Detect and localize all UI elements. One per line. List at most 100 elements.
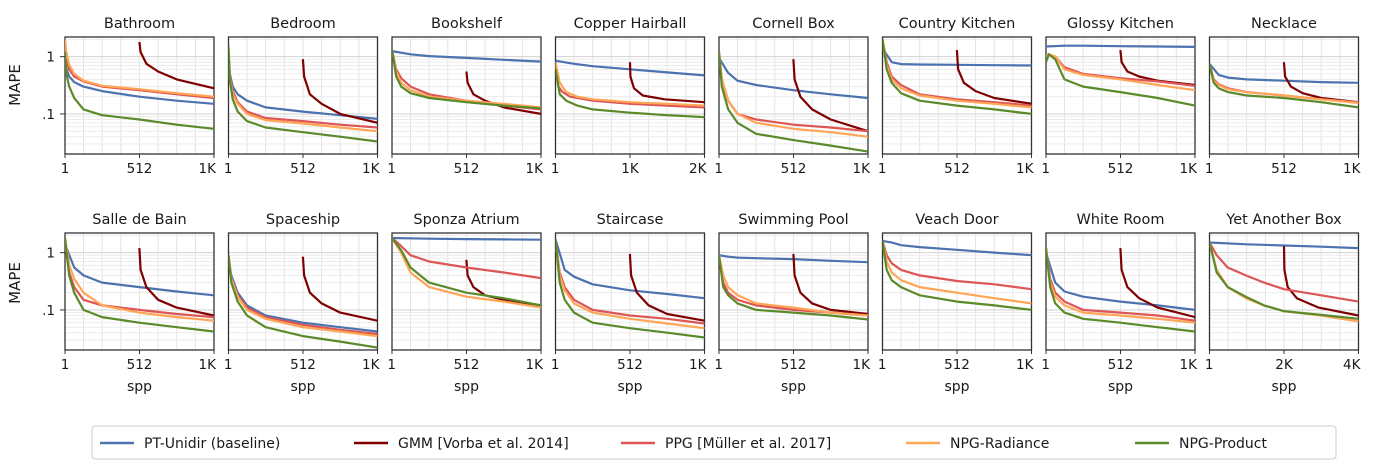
series-line-pt-unidir-baseline xyxy=(65,56,214,105)
series-line-npg-product xyxy=(1209,242,1359,320)
series-line-gmm-vorba-et-al-2014 xyxy=(792,59,868,133)
panel-staircase: Staircase 1 512 1K spp xyxy=(551,212,708,395)
series-line-gmm-vorba-et-al-2014 xyxy=(955,50,1032,105)
x-tick-label: 1 xyxy=(878,357,887,373)
series-line-pt-unidir-baseline xyxy=(1046,44,1195,48)
panel-glossy-kitchen: Glossy Kitchen 1 512 1K xyxy=(1041,16,1198,177)
series-line-gmm-vorba-et-al-2014 xyxy=(465,259,541,307)
series-line-npg-radiance xyxy=(719,51,868,138)
series-line-pt-unidir-baseline xyxy=(882,239,1032,257)
x-tick-label: 1 xyxy=(61,161,70,177)
legend-item-pt-unidir-baseline: PT-Unidir (baseline) xyxy=(100,436,280,452)
x-tick-label: 2K xyxy=(1275,357,1294,373)
x-axis-label: spp xyxy=(127,379,152,395)
series-line-npg-product xyxy=(228,46,378,143)
y-axis-label-bottom: MAPE xyxy=(6,262,24,304)
panel-title: White Room xyxy=(1076,212,1164,228)
x-axis-label: spp xyxy=(781,379,806,395)
series-line-gmm-vorba-et-al-2014 xyxy=(1119,248,1195,319)
series-line-gmm-vorba-et-al-2014 xyxy=(792,253,868,316)
x-tick-label: 1 xyxy=(551,357,560,373)
series-line-npg-product xyxy=(719,255,868,321)
series-line-npg-radiance xyxy=(65,39,214,98)
panel-swimming-pool: Swimming Pool 1 512 1K spp xyxy=(714,212,871,395)
series-line-gmm-vorba-et-al-2014 xyxy=(465,71,541,115)
x-tick-label: 1K xyxy=(853,161,872,177)
series-line-npg-radiance xyxy=(228,255,378,338)
series-line-npg-product xyxy=(228,255,378,349)
series-line-gmm-vorba-et-al-2014 xyxy=(301,59,378,124)
x-tick-label: 1 xyxy=(551,161,560,177)
x-tick-label: 512 xyxy=(127,357,153,373)
x-tick-label: 512 xyxy=(127,161,153,177)
x-tick-label: 512 xyxy=(454,161,480,177)
series-line-ppg-m-ller-et-al-2017 xyxy=(882,240,1032,291)
panel-title: Staircase xyxy=(597,212,664,228)
series-line-npg-product xyxy=(392,237,541,307)
x-tick-label: 1K xyxy=(621,161,640,177)
legend-label: GMM [Vorba et al. 2014] xyxy=(398,436,569,452)
panel-title: Cornell Box xyxy=(752,16,835,32)
x-tick-label: 1 xyxy=(387,161,396,177)
y-tick-label: .1 xyxy=(42,303,55,319)
panel-title: Veach Door xyxy=(915,212,998,228)
panel-title: Bookshelf xyxy=(431,16,503,32)
legend-item-npg-radiance: NPG-Radiance xyxy=(906,436,1049,452)
series-line-npg-product xyxy=(882,39,1032,115)
series-line-pt-unidir-baseline xyxy=(65,243,214,297)
x-tick-label: 1K xyxy=(1343,161,1362,177)
x-tick-label: 1 xyxy=(878,161,887,177)
series-line-pt-unidir-baseline xyxy=(392,236,541,241)
y-axis-label-top: MAPE xyxy=(6,64,24,106)
x-tick-label: 1K xyxy=(199,357,218,373)
x-tick-label: 1 xyxy=(714,357,723,373)
series-line-npg-product xyxy=(65,52,214,130)
x-axis-label: spp xyxy=(944,379,969,395)
x-tick-label: 1 xyxy=(224,161,233,177)
x-tick-label: 1 xyxy=(387,357,396,373)
x-tick-label: 1K xyxy=(526,161,545,177)
panel-title: Yet Another Box xyxy=(1225,212,1342,228)
series-line-npg-radiance xyxy=(555,239,705,330)
legend-frame xyxy=(91,425,1337,460)
series-line-pt-unidir-baseline xyxy=(1046,252,1195,311)
panel-country-kitchen: Country Kitchen 1 512 1K xyxy=(878,16,1035,177)
panel-bookshelf: Bookshelf 1 512 1K xyxy=(387,16,544,177)
x-tick-label: 1K xyxy=(199,161,218,177)
panel-white-room: White Room 1 512 1K spp xyxy=(1041,212,1198,395)
x-axis-label: spp xyxy=(1108,379,1133,395)
panel-title: Country Kitchen xyxy=(899,16,1016,32)
panel-title: Glossy Kitchen xyxy=(1067,16,1174,32)
series-line-pt-unidir-baseline xyxy=(719,254,868,264)
series-line-npg-product xyxy=(1046,53,1195,107)
legend-item-npg-product: NPG-Product xyxy=(1135,436,1267,452)
x-axis-label: spp xyxy=(1271,379,1296,395)
series-line-npg-radiance xyxy=(1209,63,1359,105)
series-line-pt-unidir-baseline xyxy=(228,258,378,333)
series-line-npg-product xyxy=(555,239,705,339)
x-tick-label: 512 xyxy=(617,357,643,373)
x-tick-label: 512 xyxy=(944,161,970,177)
legend-label: NPG-Radiance xyxy=(950,436,1049,452)
x-tick-label: 1 xyxy=(1205,357,1214,373)
x-tick-label: 1K xyxy=(853,357,872,373)
panel-bathroom: Bathroom 1 512 1K 1 .1 xyxy=(42,16,217,177)
panel-copper-hairball: Copper Hairball 1 1K 2K xyxy=(551,16,708,177)
panel-sponza-atrium: Sponza Atrium 1 512 1K spp xyxy=(387,212,544,395)
y-tick-label: 1 xyxy=(46,246,55,262)
x-tick-label: 512 xyxy=(454,357,480,373)
series-line-gmm-vorba-et-al-2014 xyxy=(628,253,705,322)
legend-label: PPG [Müller et al. 2017] xyxy=(665,436,831,452)
x-tick-label: 1 xyxy=(61,357,70,373)
series-line-npg-radiance xyxy=(719,254,868,317)
panel-title: Copper Hairball xyxy=(574,16,687,32)
x-tick-label: 512 xyxy=(1271,161,1297,177)
x-tick-label: 1K xyxy=(1180,357,1199,373)
panel-title: Necklace xyxy=(1251,16,1317,32)
x-tick-label: 1 xyxy=(1205,161,1214,177)
series-line-pt-unidir-baseline xyxy=(392,50,541,63)
x-tick-label: 512 xyxy=(944,357,970,373)
legend-label: PT-Unidir (baseline) xyxy=(144,436,280,452)
panel-necklace: Necklace 1 512 1K xyxy=(1205,16,1362,177)
